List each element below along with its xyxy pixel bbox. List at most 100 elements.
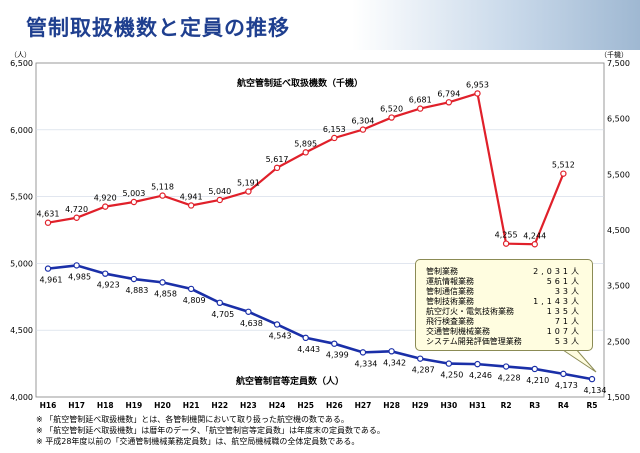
staff-data-label: 4,883 [125, 286, 148, 295]
staff-data-label: 4,858 [154, 289, 177, 298]
flights-point [216, 196, 223, 204]
x-tick-label: R4 [558, 401, 569, 410]
right-tick-label: 4,500 [607, 226, 630, 235]
x-tick-label: H16 [40, 401, 57, 410]
staff-data-label: 4,334 [354, 359, 377, 368]
flights-data-label: 6,520 [380, 105, 403, 114]
staff-data-label: 4,399 [326, 351, 349, 360]
breakdown-row: 航空灯火・電気技術業務 135人 [426, 306, 582, 317]
breakdown-row: 管制業務 2,031人 [426, 266, 582, 277]
flights-data-label: 5,003 [122, 189, 145, 198]
staff-data-label: 4,638 [240, 319, 263, 328]
x-tick-label: H19 [126, 401, 143, 410]
staff-point [502, 363, 510, 370]
left-tick-label: 4,000 [10, 393, 33, 402]
staff-point [588, 375, 596, 383]
footnote: ※ 「航空管制延べ取扱機数」は暦年のデータ、「航空管制官等定員数」は年度末の定員… [36, 426, 385, 435]
staff-point [302, 334, 309, 342]
staff-breakdown-callout: 管制業務 2,031人 運航情報業務 561人 管制通信業務 33人 管制技術業務 1,143… [415, 259, 593, 351]
x-tick-label: H29 [412, 401, 429, 410]
flights-point [102, 203, 109, 210]
staff-line [47, 264, 593, 381]
flights-data-label: 4,941 [180, 192, 203, 201]
right-tick-label: 2,500 [607, 337, 630, 346]
x-tick-label: H21 [183, 401, 200, 410]
flights-point [245, 188, 252, 195]
staff-data-label: 4,134 [584, 386, 607, 395]
flights-data-label: 6,794 [437, 89, 460, 98]
breakdown-value: 561人 [546, 277, 582, 286]
staff-point [474, 360, 481, 368]
staff-data-label: 4,228 [498, 374, 521, 383]
flights-point [474, 90, 481, 97]
flights-data-label: 5,191 [237, 179, 260, 188]
flights-point [417, 105, 424, 112]
left-tick-label: 6,500 [10, 59, 33, 68]
title-banner: 管制取扱機数と定員の推移 [0, 0, 640, 50]
staff-point [73, 262, 80, 269]
flights-point [502, 240, 510, 247]
staff-data-label: 4,705 [211, 310, 234, 319]
flights-point [159, 192, 166, 199]
left-tick-label: 4,500 [10, 326, 33, 335]
staff-point [445, 360, 453, 367]
right-tick-label: 6,500 [607, 115, 630, 124]
x-tick-label: H30 [440, 401, 457, 410]
breakdown-name: 運航情報業務 [426, 277, 474, 286]
flights-data-label: 6,681 [409, 96, 432, 105]
left-axis: 4,000 4,500 5,000 5,500 6,000 6,500 [10, 59, 33, 402]
flights-data-label: 5,118 [151, 183, 174, 192]
left-tick-label: 6,000 [10, 126, 33, 135]
staff-series-label: 航空管制官等定員数（人） [236, 375, 344, 387]
staff-point [102, 270, 109, 277]
x-tick-label: H20 [154, 401, 171, 410]
left-tick-label: 5,000 [10, 259, 33, 268]
breakdown-row: 交通管制機械業務 107人 [426, 326, 582, 337]
flights-data-label: 5,617 [266, 155, 289, 164]
staff-data-label: 4,287 [412, 366, 435, 375]
flights-point [273, 164, 281, 172]
staff-data-label: 4,173 [555, 381, 578, 390]
right-tick-label: 7,500 [607, 59, 630, 68]
footnote: ※ 「航空管制延べ取扱機数」とは、各管制機関において取り扱った航空機の数である。 [36, 415, 349, 424]
breakdown-name: 交通管制機械業務 [426, 327, 490, 336]
x-tick-label: H24 [269, 401, 286, 410]
staff-point [245, 308, 252, 315]
series-flights: 4,631 4,720 4,920 5,003 5,118 4,941 5,040 5,191… [37, 80, 575, 248]
flights-point [560, 170, 567, 177]
right-tick-label: 3,500 [607, 282, 630, 291]
breakdown-name: 飛行検査業務 [426, 317, 474, 326]
staff-point [273, 321, 281, 328]
staff-data-label: 4,250 [440, 371, 463, 380]
left-axis-unit: （人） [10, 51, 31, 59]
staff-point [187, 285, 195, 293]
breakdown-value: 2,031人 [533, 267, 582, 276]
flights-data-label: 4,631 [37, 210, 60, 219]
breakdown-row: 管制通信業務 33人 [426, 286, 582, 297]
x-tick-label: H26 [326, 401, 343, 410]
x-tick-label: R2 [501, 401, 512, 410]
breakdown-name: 管制通信業務 [426, 287, 474, 296]
staff-point [560, 370, 567, 378]
flights-data-label: 5,512 [552, 161, 575, 170]
x-tick-label: H17 [68, 401, 85, 410]
staff-data-label: 4,985 [68, 272, 91, 281]
staff-data-label: 4,809 [183, 296, 206, 305]
x-axis: H16 H17 H18 H19 H20 H21 H22 H23 H24 H25 H26 H27 H28 H… [40, 401, 598, 410]
right-axis-unit: （千機） [600, 51, 628, 59]
flights-point [331, 134, 338, 142]
staff-point [388, 348, 395, 355]
right-axis: 1,500 2,500 3,500 4,500 5,500 6,500 7,500 [607, 59, 630, 402]
breakdown-value: 107人 [546, 327, 582, 336]
flights-point [130, 198, 138, 206]
flights-data-label: 4,255 [495, 231, 518, 240]
footnote: ※ 平成28年度以前の「交通管制機械業務定員数」は、航空局機械職の全体定員数であ… [36, 437, 360, 446]
staff-data-label: 4,543 [269, 331, 292, 340]
staff-point [331, 340, 338, 347]
breakdown-row: システム開発評価管理業務 53人 [426, 336, 582, 347]
right-tick-label: 5,500 [607, 170, 630, 179]
breakdown-row: 運航情報業務 561人 [426, 276, 582, 287]
staff-point [417, 355, 424, 362]
breakdown-value: 71人 [554, 317, 582, 326]
left-tick-label: 5,500 [10, 193, 33, 202]
